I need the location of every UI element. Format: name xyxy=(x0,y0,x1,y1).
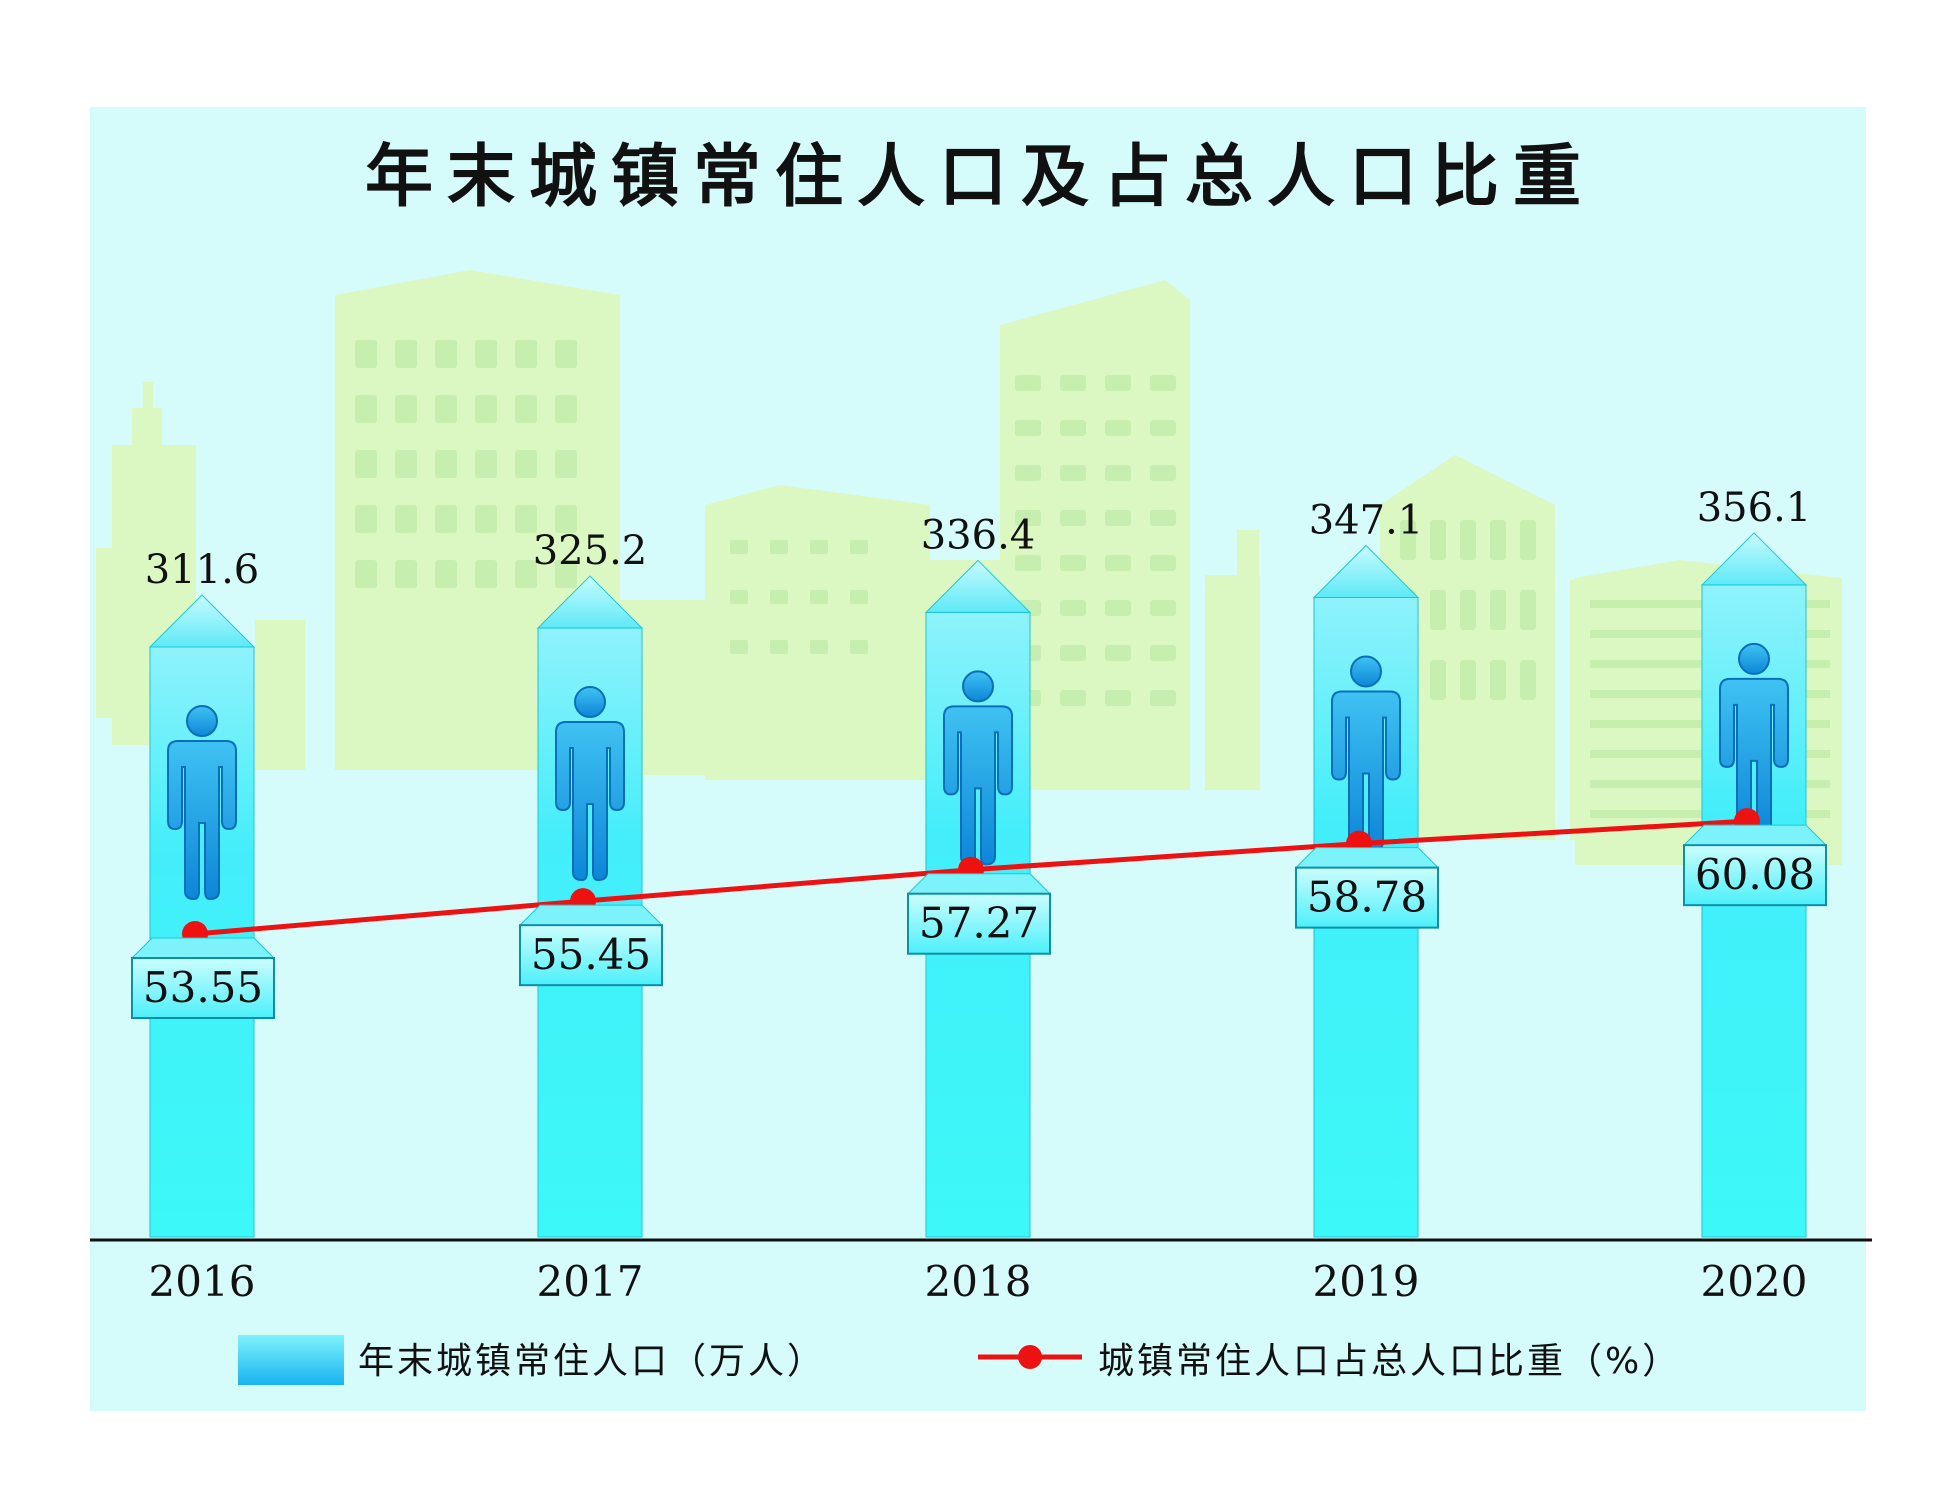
bar-cap-2020 xyxy=(1700,532,1808,586)
bar-value-label-2016: 311.6 xyxy=(145,547,260,593)
pct-box-2019 xyxy=(1295,866,1439,929)
bar-cap-2019 xyxy=(1312,544,1420,598)
pct-box-2016 xyxy=(131,957,275,1019)
bar-value-label-2019: 347.1 xyxy=(1309,497,1424,543)
pct-box-top-2016 xyxy=(130,937,276,959)
pct-box-2017 xyxy=(519,924,663,987)
person-icon xyxy=(167,705,237,901)
legend: 年末城镇常住人口（万人） 城镇常住人口占总人口比重（%） xyxy=(238,1335,1681,1385)
x-tick-2016: 2016 xyxy=(149,1257,256,1306)
x-tick-2020: 2020 xyxy=(1701,1257,1808,1306)
bar-value-label-2018: 336.4 xyxy=(921,512,1036,558)
legend-swatch-marker xyxy=(1018,1345,1042,1369)
line-value-label-2020: 60.08 xyxy=(1695,850,1815,899)
x-tick-2019: 2019 xyxy=(1313,1257,1420,1306)
bar-cap-2016 xyxy=(148,594,256,648)
person-icon xyxy=(943,670,1013,866)
x-tick-2018: 2018 xyxy=(925,1257,1032,1306)
legend-label-line: 城镇常住人口占总人口比重（%） xyxy=(1098,1341,1681,1382)
pct-box-top-2020 xyxy=(1682,824,1828,846)
pct-box-top-2019 xyxy=(1294,847,1440,869)
bar-cap-2018 xyxy=(924,559,1032,613)
legend-label-bar: 年末城镇常住人口（万人） xyxy=(358,1341,826,1382)
pct-box-2020 xyxy=(1683,844,1827,907)
bar-value-label-2020: 356.1 xyxy=(1697,485,1812,531)
bar-value-label-2017: 325.2 xyxy=(533,528,648,574)
line-value-label-2016: 53.55 xyxy=(143,963,263,1012)
labels-layer: 311.6 53.55 325.2 55.45 336.4 57.27 347.1 58.78… xyxy=(130,485,1828,1019)
pct-box-2018 xyxy=(907,892,1051,955)
pct-box-top-2018 xyxy=(906,873,1052,895)
person-icon xyxy=(555,686,625,882)
pct-box-top-2017 xyxy=(518,904,664,926)
line-value-label-2018: 57.27 xyxy=(919,899,1039,948)
line-value-label-2017: 55.45 xyxy=(531,930,651,979)
bar-cap-2017 xyxy=(536,575,644,629)
x-tick-labels: 2016 2017 2018 2019 2020 xyxy=(149,1257,1808,1306)
x-tick-2017: 2017 xyxy=(537,1257,644,1306)
legend-swatch-bar xyxy=(238,1335,344,1385)
chart-title: 年末城镇常住人口及占总人口比重 xyxy=(365,138,1595,217)
line-value-label-2019: 58.78 xyxy=(1307,873,1427,922)
